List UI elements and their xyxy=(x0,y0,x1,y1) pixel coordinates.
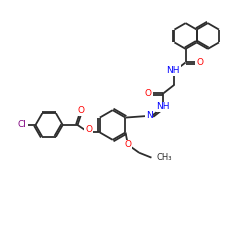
Text: O: O xyxy=(78,106,85,115)
Text: O: O xyxy=(145,89,152,98)
Text: CH₃: CH₃ xyxy=(156,153,172,162)
Text: NH: NH xyxy=(166,66,180,75)
Text: O: O xyxy=(124,140,132,149)
Text: O: O xyxy=(196,58,203,67)
Text: NH: NH xyxy=(156,102,170,112)
Text: O: O xyxy=(85,125,92,134)
Text: Cl: Cl xyxy=(18,120,27,130)
Text: N: N xyxy=(146,110,152,120)
